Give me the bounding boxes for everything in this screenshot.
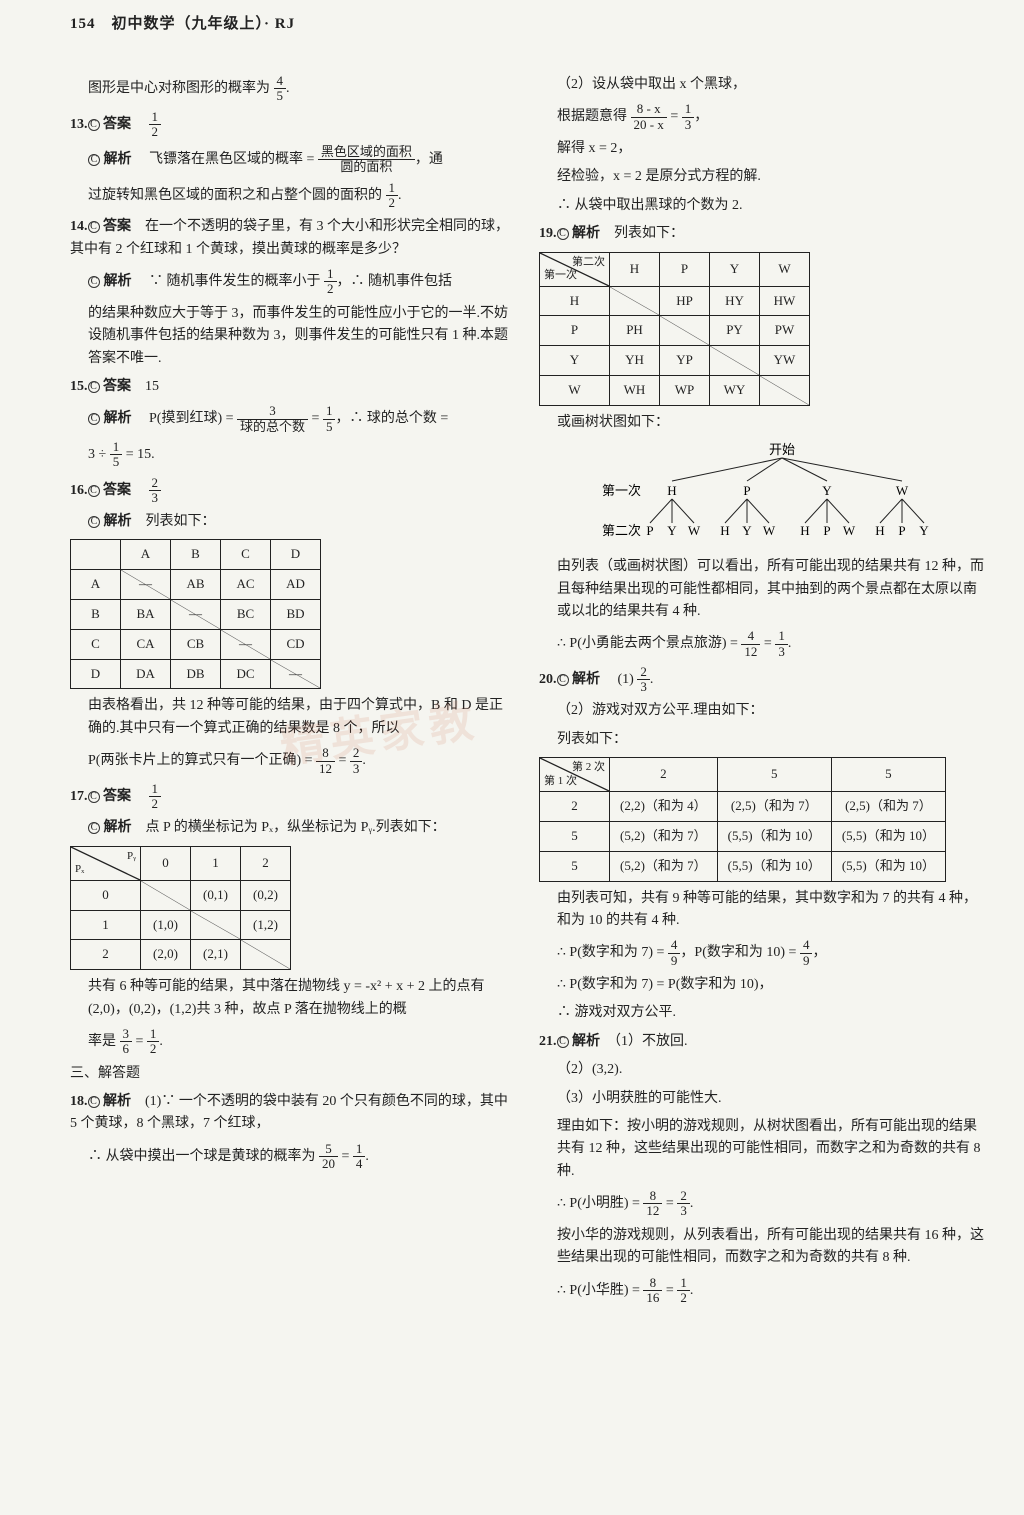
svg-text:第二次: 第二次 (602, 523, 641, 538)
p19: 19.C 解析 列表如下： (539, 223, 984, 245)
p12-tail: 图形是中心对称图形的概率为 45. (70, 74, 515, 104)
p13-analysis: C 解析 飞镖落在黑色区域的概率 = 黑色区域的面积圆的面积，通 (70, 145, 515, 175)
p13-answer: 13.C 答案 12 (70, 110, 515, 140)
right-column: （2）设从袋中取出 x 个黑球， 根据题意得 8 - x20 - x = 13，… (539, 68, 984, 1311)
p14-analysis: C 解析 ∵ 随机事件发生的概率小于 12，∴ 随机事件包括 (70, 267, 515, 297)
left-column: 图形是中心对称图形的概率为 45. 13.C 答案 12 C 解析 飞镖落在黑色… (70, 68, 515, 1311)
p18: 18.C 解析 (1)∵ 一个不透明的袋中装有 20 个只有颜色不同的球，其中 … (70, 1091, 515, 1136)
svg-text:W: W (895, 483, 908, 498)
svg-text:H: H (800, 523, 809, 538)
p15-analysis: C 解析 P(摸到红球) = 3球的总个数 = 15，∴ 球的总个数 = (70, 404, 515, 434)
svg-text:开始: 开始 (768, 442, 794, 457)
svg-text:Y: Y (919, 523, 929, 538)
svg-text:P: P (646, 523, 653, 538)
p17-answer: 17.C 答案 12 (70, 782, 515, 812)
svg-text:H: H (667, 483, 676, 498)
svg-text:W: W (762, 523, 775, 538)
table-19: 第二次第一次HPYWHHPHYHWPPHPYPWYYHYPYWWWHWPWY (539, 252, 810, 406)
svg-text:Y: Y (822, 483, 832, 498)
svg-text:P: P (823, 523, 830, 538)
svg-text:H: H (875, 523, 884, 538)
p20: 20.C 解析 (1) 23. (539, 665, 984, 695)
p15-answer: 15.C 答案 15 (70, 376, 515, 398)
svg-text:W: W (687, 523, 700, 538)
p14-answer: 14.C 答案 在一个不透明的袋子里，有 3 个大小和形状完全相同的球，其中有 … (70, 216, 515, 261)
p16-answer: 16.C 答案 23 (70, 476, 515, 506)
section-3: 三、解答题 (70, 1063, 515, 1085)
svg-text:Y: Y (667, 523, 677, 538)
tree-diagram: 开始第一次第二次HPYWPHYWYHPWWHPY (539, 440, 984, 550)
svg-text:第一次: 第一次 (602, 483, 641, 498)
table-17: PᵧPₓ0120(0,1)(0,2)1(1,0)(1,2)2(2,0)(2,1) (70, 846, 291, 970)
p21: 21.C 解析 （1）不放回. (539, 1031, 984, 1053)
svg-text:P: P (743, 483, 750, 498)
svg-text:W: W (842, 523, 855, 538)
svg-text:Y: Y (742, 523, 752, 538)
svg-text:P: P (898, 523, 905, 538)
table-16: ABCDA—ABACADBBA—BCBDCCACB—CDDDADBDC— (70, 539, 321, 689)
table-20: 第 2 次第 1 次2552(2,2)（和为 4）(2,5)（和为 7）(2,5… (539, 757, 946, 881)
page-header: 154 初中数学（九年级上）· RJ (0, 0, 1024, 38)
svg-text:H: H (720, 523, 729, 538)
